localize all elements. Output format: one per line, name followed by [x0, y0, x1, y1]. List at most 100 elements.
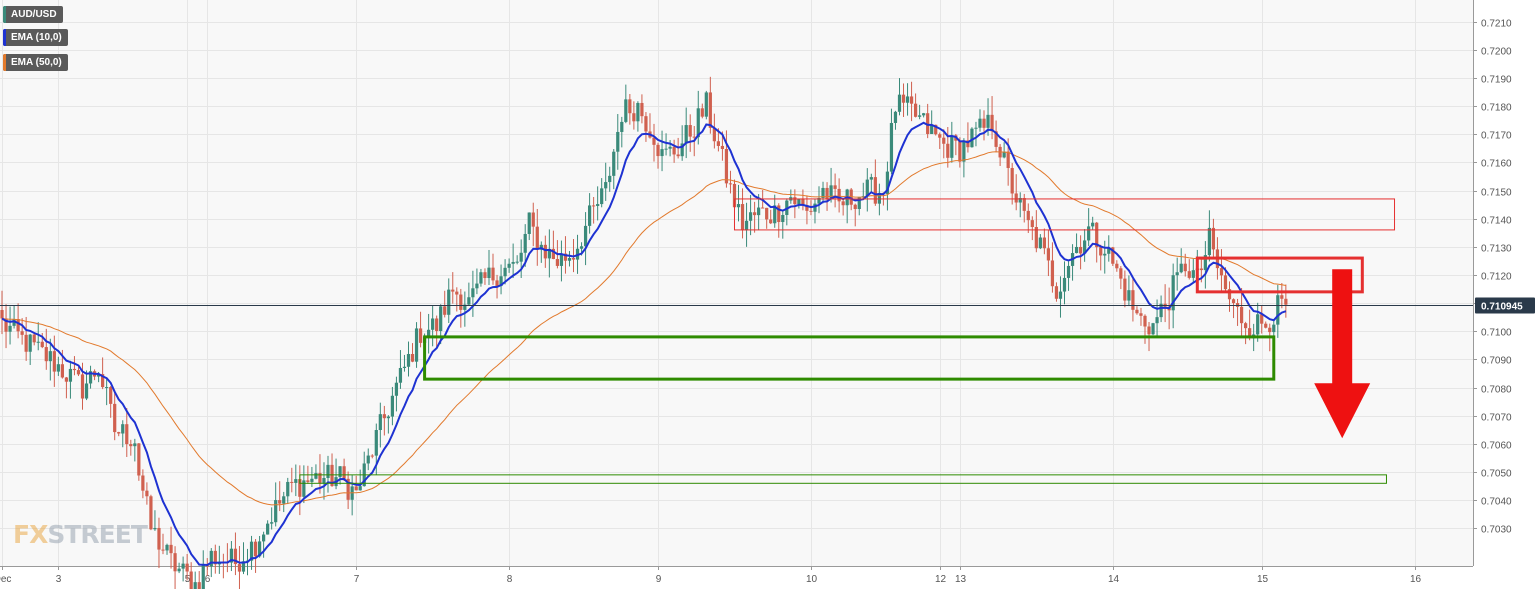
candle-body — [946, 143, 950, 158]
candle-body — [177, 568, 181, 572]
candle-body — [829, 185, 833, 200]
candle-body — [233, 548, 238, 565]
candle-body — [274, 500, 278, 523]
candle-body — [20, 331, 24, 335]
x-tick-label: 15 — [1257, 574, 1269, 585]
x-tick-label: 16 — [1410, 574, 1422, 585]
candle-body — [278, 500, 282, 504]
legend-ema50-label: EMA (50,0) — [11, 57, 62, 68]
candle-body — [495, 280, 499, 287]
candle-body — [1111, 247, 1115, 264]
candle-body — [1187, 271, 1191, 278]
candle-body — [531, 212, 535, 227]
candle-body — [1058, 291, 1063, 299]
candle-body — [676, 154, 680, 157]
candle-body — [1227, 289, 1232, 300]
candle-body — [990, 114, 994, 132]
candle-body — [793, 197, 797, 205]
candle-body — [201, 565, 205, 590]
candle-body — [604, 182, 608, 189]
candle-body — [1235, 303, 1240, 307]
candle-body — [306, 480, 310, 482]
candle-body — [28, 334, 32, 352]
y-tick-label: 0.7030 — [1481, 525, 1512, 536]
candle-body — [712, 127, 716, 142]
candle-body — [1264, 323, 1268, 328]
candle-body — [451, 289, 455, 292]
candle-body — [386, 416, 390, 419]
candle-body — [12, 318, 16, 326]
candle-body — [149, 496, 153, 530]
candle-body — [950, 135, 954, 158]
legend-ema10[interactable]: EMA (10,0) — [3, 29, 68, 46]
candle-body — [173, 553, 177, 572]
candle-body — [930, 124, 934, 134]
candle-body — [1034, 227, 1038, 249]
candle-body — [696, 108, 700, 138]
candle-body — [1042, 237, 1046, 249]
candle-body — [732, 183, 737, 208]
candle-body — [1159, 303, 1163, 318]
candle-body — [579, 246, 584, 249]
candle-body — [624, 99, 628, 122]
y-tick-label: 0.7070 — [1481, 413, 1512, 424]
candle-body — [583, 225, 588, 247]
candle-body — [559, 253, 564, 266]
candle-body — [680, 143, 684, 157]
legend-ema50[interactable]: EMA (50,0) — [3, 54, 68, 71]
candle-body — [52, 351, 56, 372]
candle-body — [1272, 324, 1276, 333]
candle-body — [938, 134, 942, 138]
candle-body — [809, 210, 813, 212]
candle-body — [475, 283, 479, 289]
candle-body — [974, 127, 978, 129]
candle-body — [84, 383, 89, 399]
y-tick-label: 0.7080 — [1481, 385, 1512, 396]
candle-body — [1099, 247, 1103, 256]
candle-body — [1074, 246, 1079, 254]
candle-body — [1119, 268, 1123, 279]
candle-body — [24, 334, 28, 352]
candle-body — [744, 220, 749, 231]
candle-body — [145, 490, 149, 497]
candle-body — [1280, 295, 1284, 299]
x-tick-label: 7 — [354, 574, 360, 585]
candle-body — [121, 424, 125, 434]
candle-body — [32, 334, 36, 343]
candle-body — [109, 387, 113, 404]
candle-body — [942, 137, 946, 144]
candle-body — [1276, 295, 1280, 325]
candle-body — [1239, 306, 1244, 324]
candle-body — [0, 310, 4, 319]
candle-body — [1207, 227, 1211, 256]
y-tick-label: 0.7180 — [1481, 103, 1512, 114]
candle-body — [1103, 253, 1107, 256]
candle-body — [889, 122, 894, 172]
candle-body — [982, 118, 986, 128]
candle-body — [435, 318, 439, 331]
candle-body — [48, 351, 52, 362]
candle-body — [656, 144, 660, 157]
candle-body — [64, 377, 69, 382]
candle-body — [16, 318, 20, 332]
legend-symbol[interactable]: AUD/USD — [3, 6, 63, 23]
candle-body — [736, 204, 741, 208]
candle-body — [447, 289, 451, 315]
candle-body — [1191, 270, 1195, 278]
candle-body — [1135, 309, 1139, 314]
candle-body — [125, 424, 129, 445]
candle-body — [688, 125, 692, 137]
candle-body — [708, 92, 712, 128]
candle-body — [962, 140, 966, 162]
candle-body — [1095, 222, 1099, 248]
candle-body — [563, 253, 568, 261]
candle-body — [684, 125, 688, 144]
candle-body — [740, 204, 745, 231]
candle-body — [1107, 247, 1111, 254]
candle-body — [596, 204, 600, 206]
candle-body — [354, 486, 358, 491]
candle-body — [358, 486, 362, 491]
candle-body — [1284, 298, 1288, 305]
